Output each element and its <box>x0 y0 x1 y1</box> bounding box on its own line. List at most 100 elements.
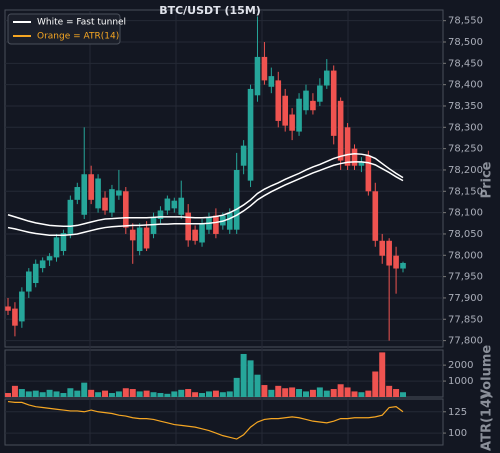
y-tick-label: 125 <box>448 407 467 418</box>
volume-bar <box>74 390 81 397</box>
volume-bar <box>53 391 60 397</box>
candle-body <box>164 198 171 211</box>
volume-bar <box>344 387 351 397</box>
price-panel <box>4 9 444 348</box>
candle-body <box>379 240 386 256</box>
volume-bar <box>18 389 25 397</box>
candle-body <box>143 227 150 249</box>
y-tick-label: 78,550 <box>448 16 483 27</box>
legend: White = Fast tunnel Orange = ATR(14) <box>7 13 126 45</box>
candle-body <box>330 70 337 136</box>
volume-bar <box>95 392 102 397</box>
volume-bar <box>178 389 185 397</box>
volume-bar <box>372 371 379 397</box>
volume-bar <box>150 392 157 397</box>
volume-bar <box>351 391 358 397</box>
candle-body <box>323 70 330 86</box>
candle-body <box>67 199 74 234</box>
candle-body <box>88 174 94 200</box>
y-tick-label: 77,950 <box>448 272 483 283</box>
volume-bar <box>282 388 289 397</box>
volume-bar <box>393 389 400 397</box>
candle-body <box>39 260 46 269</box>
volume-bar <box>205 391 212 397</box>
volume-bar <box>323 390 330 397</box>
candle-body <box>247 88 254 181</box>
y-tick-label: 78,350 <box>448 101 483 112</box>
volume-bar <box>400 392 407 397</box>
volume-bar <box>247 360 254 397</box>
volume-bar <box>157 393 164 397</box>
candle-body <box>386 240 392 266</box>
chart-title: BTC/USDT (15M) <box>159 4 261 17</box>
volume-bar <box>330 389 337 397</box>
tunnel-lower <box>7 161 404 236</box>
volume-bar <box>88 389 95 397</box>
volume-bar <box>115 391 122 397</box>
candle-body <box>129 229 136 241</box>
legend-label: Orange = ATR(14) <box>37 32 119 42</box>
candle-body <box>282 95 288 126</box>
volume-bar <box>67 388 74 397</box>
volume-bar <box>32 390 39 397</box>
volume-bar <box>365 390 372 397</box>
candle-body <box>192 229 198 241</box>
v-grid <box>89 10 349 445</box>
candle-body <box>365 155 372 192</box>
volume-bar <box>254 374 261 397</box>
candle-body <box>19 291 25 322</box>
candle-body <box>393 255 399 269</box>
volume-bar <box>192 392 199 397</box>
volume-bar <box>309 389 316 397</box>
volume-bar <box>122 388 129 397</box>
candle-body <box>275 80 282 121</box>
y-tick-label: 78,500 <box>448 37 483 48</box>
candle-body <box>344 127 351 166</box>
candle-body <box>199 223 205 243</box>
y-tick-label: 78,000 <box>448 250 483 261</box>
candle-body <box>12 308 18 326</box>
candle-body <box>136 227 143 252</box>
candle-body <box>46 256 53 261</box>
legend-box <box>7 13 121 45</box>
y-tick-label: 78,400 <box>448 80 483 91</box>
candle-body <box>150 216 157 234</box>
candle-body <box>109 189 115 213</box>
y-tick-label: 77,900 <box>448 293 483 304</box>
candle-body <box>102 197 108 211</box>
volume-bar <box>219 392 226 397</box>
y-axis-label: ATR(14) <box>480 393 495 451</box>
atr-line <box>7 400 404 440</box>
legend-label: White = Fast tunnel <box>37 18 126 28</box>
y-tick-label: 2000 <box>448 360 473 371</box>
candle-body <box>25 271 32 292</box>
atr-panel <box>4 398 444 446</box>
volume-bar <box>129 389 136 397</box>
candle-body <box>116 190 122 196</box>
y-tick-label: 78,250 <box>448 144 483 155</box>
candle-body <box>53 237 60 258</box>
candle-body <box>157 210 164 220</box>
y-tick-label: 78,300 <box>448 122 483 133</box>
volume-bar <box>275 385 282 397</box>
candle-body <box>317 85 323 102</box>
volume-bar <box>240 353 247 397</box>
candle-body <box>303 90 309 111</box>
y-tick-label: 78,200 <box>448 165 483 176</box>
volume-bar <box>46 389 53 397</box>
y-axis-label: Volume <box>480 345 495 400</box>
tunnel-upper <box>7 153 404 228</box>
volume-bar <box>185 389 192 397</box>
volume-bar <box>39 392 46 397</box>
volume-bar <box>171 391 178 397</box>
candle-body <box>171 200 178 209</box>
y-axis-label: Price <box>480 161 495 198</box>
candle-body <box>95 178 101 209</box>
volume-bar <box>268 389 275 397</box>
candle-body <box>74 187 81 200</box>
candle-body <box>60 233 67 252</box>
volume-bar <box>108 393 115 397</box>
candle-body <box>358 161 365 166</box>
